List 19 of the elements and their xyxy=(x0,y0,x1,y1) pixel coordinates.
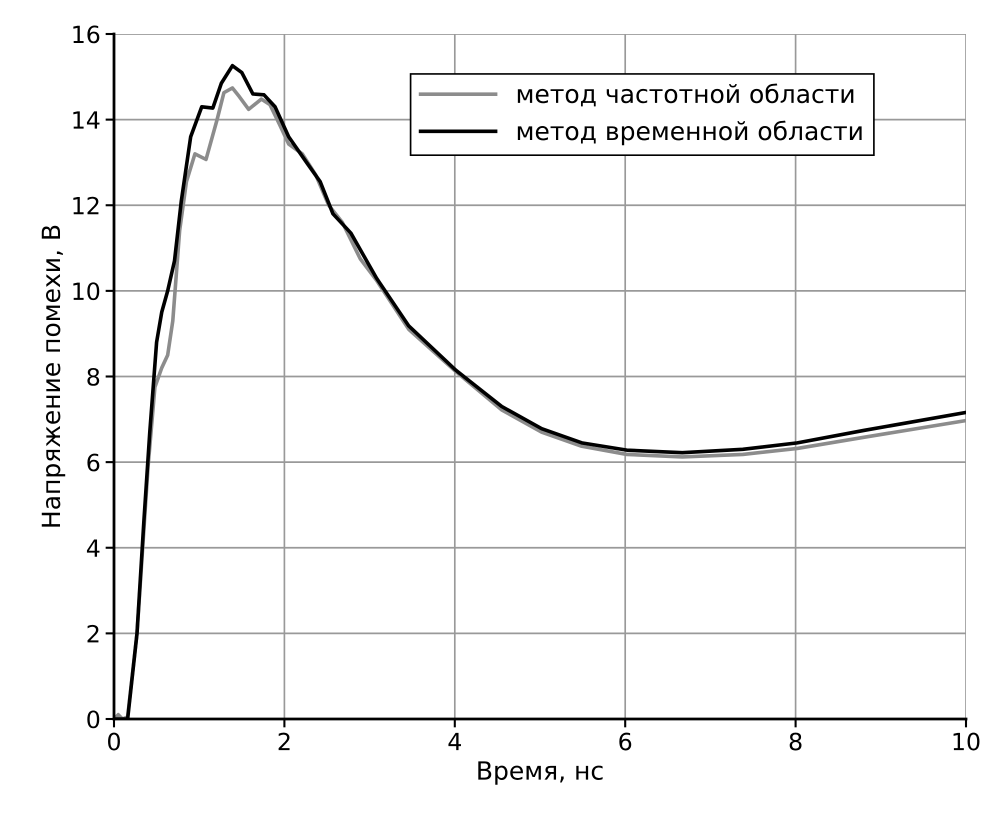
x-tick-label: 4 xyxy=(448,732,461,750)
y-tick-label: 2 xyxy=(88,624,98,642)
x-tick-label: 2 xyxy=(278,732,290,750)
y-tick-label: 6 xyxy=(87,454,100,472)
y-tick-label: 12 xyxy=(73,196,98,214)
y-tick-label: 14 xyxy=(73,111,100,129)
x-axis-title: Время, нс xyxy=(478,761,603,785)
legend-label: метод временной области xyxy=(518,120,862,146)
x-tick-label: 0 xyxy=(108,732,120,750)
y-tick-label: 0 xyxy=(87,710,100,728)
y-tick-label: 8 xyxy=(87,368,100,386)
y-axis-title: Напряжение помехи, В xyxy=(42,226,66,527)
y-tick-label: 10 xyxy=(73,282,100,300)
legend-label: метод частотной области xyxy=(518,83,854,106)
y-tick-label: 16 xyxy=(73,25,100,44)
x-tick-label: 6 xyxy=(619,732,632,750)
x-tick-label: 10 xyxy=(954,732,980,750)
y-tick-label: 4 xyxy=(86,540,100,557)
x-tick-label: 8 xyxy=(790,732,802,750)
